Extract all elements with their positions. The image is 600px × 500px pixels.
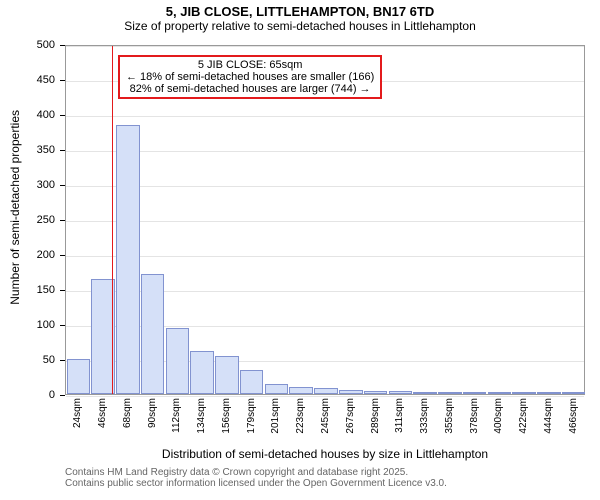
y-tick-mark (60, 290, 65, 291)
x-tick-label: 46sqm (97, 398, 108, 428)
histogram-bar (265, 384, 289, 395)
y-tick-label: 0 (49, 389, 60, 401)
marker-line (112, 46, 113, 394)
y-tick-label: 450 (37, 74, 60, 86)
y-tick: 150 (0, 283, 65, 297)
y-gridline (66, 116, 584, 117)
y-tick-mark (60, 45, 65, 46)
y-tick-mark (60, 255, 65, 256)
y-tick-label: 350 (37, 144, 60, 156)
x-axis: 24sqm 46sqm 68sqm 90sqm 112sqm 134sqm 156sqm 17… (65, 395, 585, 445)
histogram-bar (215, 356, 239, 395)
y-tick-label: 200 (37, 249, 60, 261)
attribution-line: Contains public sector information licen… (65, 478, 447, 489)
y-tick-mark (60, 185, 65, 186)
x-tick-label: 355sqm (444, 398, 455, 434)
x-tick-label: 68sqm (122, 398, 133, 428)
histogram-bar (364, 391, 388, 395)
x-tick-label: 134sqm (196, 398, 207, 434)
y-tick: 50 (0, 353, 65, 367)
y-tick: 250 (0, 213, 65, 227)
x-tick-label: 444sqm (543, 398, 554, 434)
x-axis-label: Distribution of semi-detached houses by … (65, 447, 585, 461)
annotation-line3: 82% of semi-detached houses are larger (… (126, 83, 374, 95)
y-tick-label: 50 (43, 354, 60, 366)
histogram-bar (562, 392, 586, 394)
histogram-bar (488, 392, 512, 394)
y-tick-mark (60, 360, 65, 361)
y-tick-label: 150 (37, 284, 60, 296)
y-gridline (66, 221, 584, 222)
y-tick: 500 (0, 38, 65, 52)
y-tick-label: 400 (37, 109, 60, 121)
x-tick-label: 311sqm (394, 398, 405, 433)
histogram-bar (240, 370, 264, 395)
histogram-bar (289, 387, 313, 394)
y-tick-mark (60, 80, 65, 81)
y-tick-label: 500 (37, 39, 60, 51)
x-tick-label: 201sqm (270, 398, 281, 434)
x-tick-label: 267sqm (345, 398, 356, 434)
y-tick: 350 (0, 143, 65, 157)
histogram-bar (438, 392, 462, 394)
x-tick-label: 179sqm (246, 398, 257, 434)
x-tick-label: 24sqm (72, 398, 83, 428)
x-tick-label: 466sqm (568, 398, 579, 434)
histogram-bar (166, 328, 190, 395)
histogram-bar (116, 125, 140, 395)
y-tick-mark (60, 150, 65, 151)
x-tick-label: 378sqm (469, 398, 480, 434)
y-gridline (66, 256, 584, 257)
x-tick-label: 90sqm (147, 398, 158, 428)
y-tick-mark (60, 325, 65, 326)
y-tick: 450 (0, 73, 65, 87)
y-tick-mark (60, 115, 65, 116)
y-tick: 200 (0, 248, 65, 262)
histogram-bar (537, 392, 561, 394)
x-tick-label: 400sqm (493, 398, 504, 434)
y-tick: 0 (0, 388, 65, 402)
x-tick-label: 223sqm (295, 398, 306, 434)
y-gridline (66, 186, 584, 187)
y-tick-label: 250 (37, 214, 60, 226)
annotation-line1: 5 JIB CLOSE: 65sqm (126, 59, 374, 71)
x-tick-label: 245sqm (320, 398, 331, 434)
annotation-box: 5 JIB CLOSE: 65sqm ← 18% of semi-detache… (118, 55, 382, 99)
chart-container: Number of semi-detached properties 5 JIB… (0, 0, 600, 500)
y-axis: 050100150200250300350400450500 (0, 45, 65, 395)
plot-area: 5 JIB CLOSE: 65sqm ← 18% of semi-detache… (65, 45, 585, 395)
histogram-bar (413, 392, 437, 394)
attribution-line: Contains HM Land Registry data © Crown c… (65, 467, 447, 478)
histogram-bar (463, 392, 487, 394)
histogram-bar (339, 390, 363, 394)
annotation-line2: ← 18% of semi-detached houses are smalle… (126, 71, 374, 83)
histogram-bar (67, 359, 91, 394)
y-tick-mark (60, 220, 65, 221)
x-tick-label: 333sqm (419, 398, 430, 434)
y-gridline (66, 151, 584, 152)
histogram-bar (314, 388, 338, 394)
y-gridline (66, 46, 584, 47)
x-tick-label: 289sqm (370, 398, 381, 434)
y-tick-label: 300 (37, 179, 60, 191)
histogram-bar (389, 391, 413, 395)
histogram-bar (190, 351, 214, 394)
histogram-bar (512, 392, 536, 394)
x-tick-label: 156sqm (221, 398, 232, 434)
y-tick: 400 (0, 108, 65, 122)
histogram-bar (141, 274, 165, 394)
x-tick-label: 112sqm (171, 398, 182, 433)
y-tick: 100 (0, 318, 65, 332)
y-tick: 300 (0, 178, 65, 192)
x-tick-label: 422sqm (518, 398, 529, 434)
attribution-block: Contains HM Land Registry data © Crown c… (65, 467, 447, 489)
y-tick-label: 100 (37, 319, 60, 331)
